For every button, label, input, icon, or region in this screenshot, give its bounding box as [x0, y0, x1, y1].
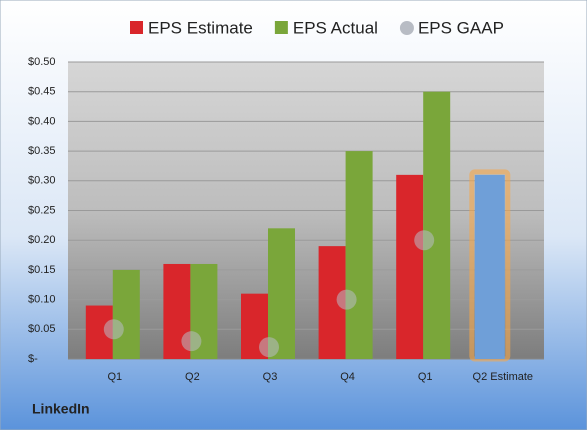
x-tick-label: Q2 Estimate [473, 371, 534, 383]
x-tick-label: Q1 [107, 371, 122, 383]
legend-marker [399, 21, 414, 35]
gaap-marker [414, 230, 435, 251]
bar [345, 151, 373, 359]
y-tick-label: $0.50 [28, 56, 56, 68]
y-tick-label: $0.30 [28, 175, 56, 187]
y-tick-label: $0.20 [28, 234, 56, 246]
gaap-marker [181, 331, 202, 352]
y-tick-label: $0.45 [28, 86, 56, 98]
y-tick-label: $- [28, 353, 38, 365]
legend-marker [130, 21, 143, 34]
legend-text: EPS Actual [293, 18, 378, 37]
y-tick-label: $0.15 [28, 264, 56, 276]
y-tick-label: $0.25 [28, 204, 56, 216]
bar [268, 228, 295, 359]
bar [396, 174, 424, 359]
x-tick-label: Q1 [418, 371, 433, 383]
gaap-marker [259, 337, 279, 358]
x-tick-label: Q4 [340, 371, 355, 383]
bar [423, 91, 451, 359]
bar [474, 174, 505, 359]
y-tick-label: $0.05 [28, 323, 56, 335]
chart-title: LinkedIn [32, 401, 90, 417]
y-tick-label: $0.35 [28, 145, 56, 157]
legend-text: EPS Estimate [148, 18, 253, 37]
x-tick-label: Q2 [185, 371, 200, 383]
x-tick-label: Q3 [263, 371, 278, 383]
legend-marker [274, 21, 288, 34]
y-tick-label: $0.10 [28, 294, 56, 306]
y-tick-label: $0.40 [28, 115, 56, 127]
gaap-marker [336, 289, 357, 310]
gaap-marker [103, 319, 124, 340]
bar [112, 269, 140, 359]
legend-text: EPS GAAP [418, 18, 504, 37]
